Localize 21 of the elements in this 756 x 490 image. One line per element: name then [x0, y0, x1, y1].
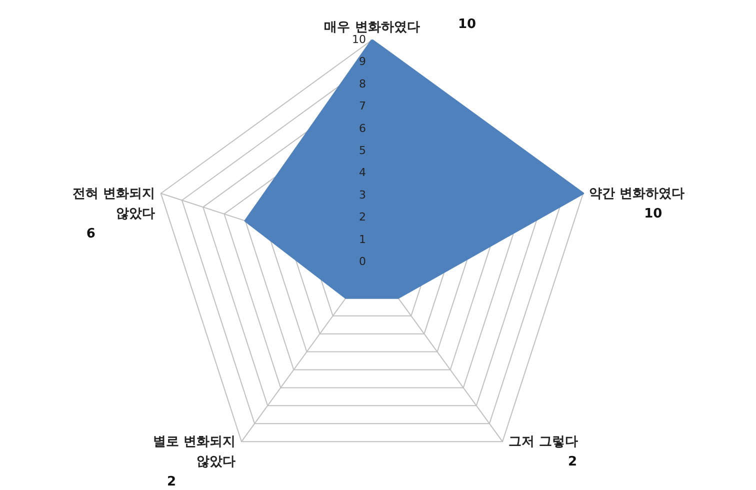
- y-tick-label: 10: [352, 33, 366, 46]
- spoke-label: 매우 변화하였다: [324, 20, 420, 35]
- spoke-label: 전혀 변화되지 않았다: [72, 186, 155, 222]
- text: 2: [568, 454, 578, 470]
- text: 6: [86, 226, 96, 242]
- y-tick-label: 1: [359, 232, 366, 246]
- spoke-label: 그저 그렇다: [508, 434, 578, 450]
- y-tick-label: 0: [359, 255, 366, 268]
- y-tick-label: 5: [359, 144, 366, 157]
- y-tick-label: 3: [359, 188, 366, 202]
- y-tick-label: 2: [359, 210, 366, 224]
- y-tick-label: 9: [359, 55, 366, 68]
- spoke-label: 별로 변화되지 않았다: [152, 434, 236, 470]
- y-tick-label: 4: [359, 166, 366, 180]
- text: 10: [644, 206, 662, 222]
- spoke-label: 약간 변화하였다: [589, 186, 685, 202]
- text: 2: [166, 474, 176, 490]
- y-tick-label: 8: [359, 77, 366, 90]
- text: 10: [458, 17, 476, 32]
- y-tick-label: 6: [359, 122, 366, 135]
- y-tick-label: 7: [359, 100, 366, 113]
